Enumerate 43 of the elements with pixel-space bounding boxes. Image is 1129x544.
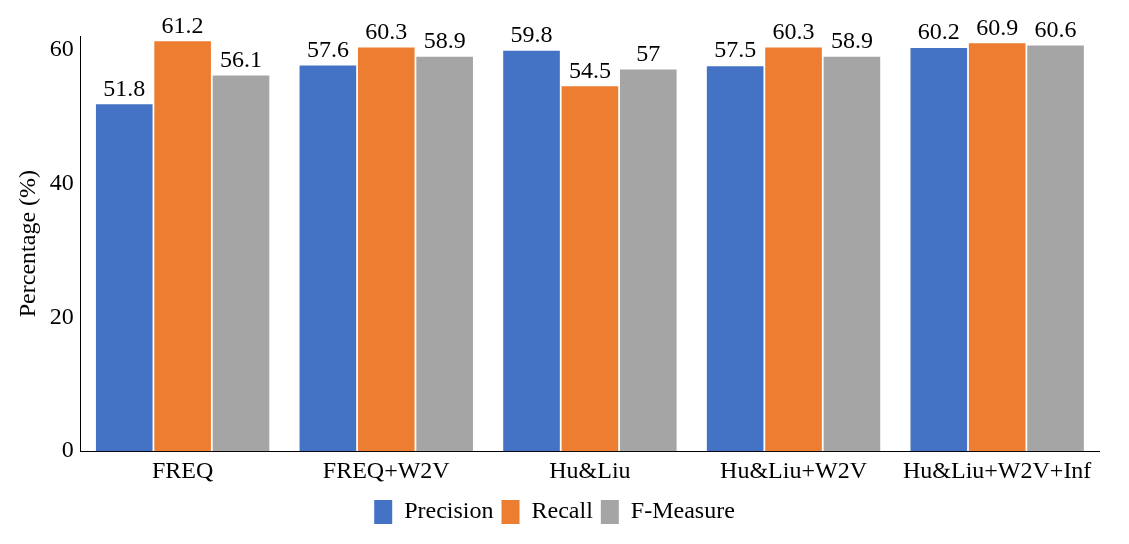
y-tick-label: 60 xyxy=(49,34,74,61)
data-label: 61.2 xyxy=(161,11,204,38)
data-label: 56.1 xyxy=(220,45,262,72)
bar xyxy=(619,69,677,452)
bar xyxy=(910,48,968,452)
y-tick-label: 20 xyxy=(49,302,74,329)
data-label: 51.8 xyxy=(103,74,146,101)
y-axis-title: Percentage (%) xyxy=(13,169,40,318)
bar xyxy=(357,47,415,452)
x-tick-label: Hu&Liu+W2V+Inf xyxy=(902,456,1092,483)
bar xyxy=(154,41,211,452)
data-label: 57 xyxy=(636,39,661,66)
data-label: 60.9 xyxy=(976,13,1019,40)
legend-label: F-Measure xyxy=(630,497,735,524)
bar xyxy=(95,104,153,452)
data-label: 57.5 xyxy=(714,36,757,63)
data-label: 60.6 xyxy=(1034,15,1077,42)
bar xyxy=(823,56,881,452)
x-tick-label: FREQ xyxy=(151,456,214,483)
legend-label: Precision xyxy=(404,497,494,524)
data-label: 58.9 xyxy=(423,27,466,54)
legend-label: Recall xyxy=(531,497,594,524)
bar xyxy=(416,56,473,452)
data-label: 60.2 xyxy=(917,18,960,45)
x-tick-label: FREQ+W2V xyxy=(322,456,451,483)
bar xyxy=(765,47,822,452)
y-tick-label: 0 xyxy=(61,436,74,463)
bar xyxy=(299,65,357,452)
data-label: 57.6 xyxy=(306,35,349,62)
data-label: 60.3 xyxy=(772,17,815,44)
y-tick-label: 40 xyxy=(49,168,74,195)
bar xyxy=(503,50,560,452)
bar xyxy=(212,75,270,452)
x-tick-label: Hu&Liu+W2V xyxy=(720,456,868,483)
bar xyxy=(561,86,619,452)
data-label: 60.3 xyxy=(365,17,408,44)
data-label: 58.9 xyxy=(830,27,873,54)
data-label: 54.5 xyxy=(568,56,611,83)
bar xyxy=(968,43,1026,452)
data-label: 59.8 xyxy=(510,21,553,48)
bar xyxy=(1027,45,1084,452)
bar xyxy=(706,66,764,452)
x-tick-label: Hu&Liu xyxy=(549,456,631,483)
